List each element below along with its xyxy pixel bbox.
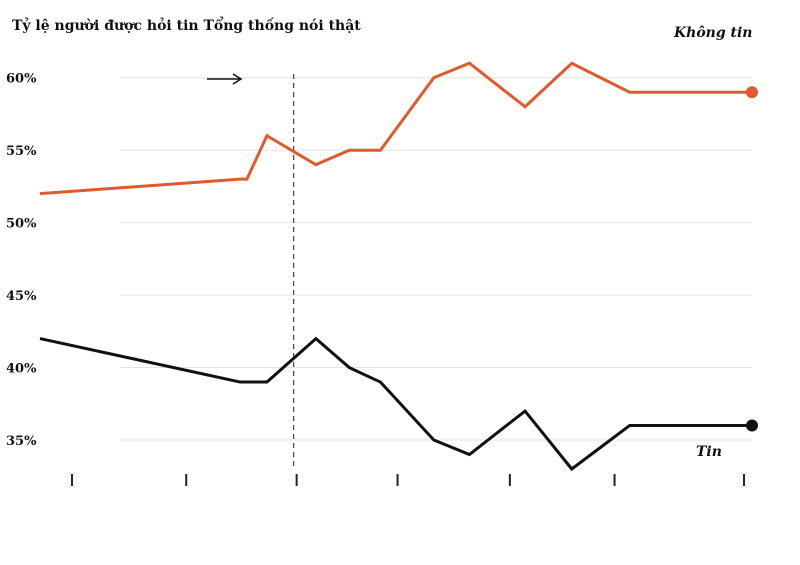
series-label-tin: Tin	[696, 444, 722, 460]
arrow-right-icon	[207, 73, 243, 85]
series-line-0	[39, 61, 752, 196]
y-tick-label-40: 40%	[6, 362, 37, 377]
y-tick-label-35: 35%	[6, 434, 37, 449]
series-line-1	[39, 336, 752, 472]
y-tick-label-45: 45%	[6, 289, 37, 304]
series-end-point-1	[746, 419, 758, 432]
series-end-point-0	[746, 86, 758, 99]
y-tick-label-50: 50%	[6, 217, 37, 232]
series-lines	[39, 61, 758, 472]
chart-title: Tỷ lệ người được hỏi tin Tổng thống nói …	[12, 16, 361, 34]
gridlines	[120, 77, 752, 441]
y-tick-label-55: 55%	[6, 144, 37, 159]
y-axis-labels: 35% 40% 45% 50% 55% 60%	[6, 72, 37, 449]
x-axis-ticks	[71, 474, 745, 486]
series-label-khong-tin: Không tin	[673, 25, 753, 41]
y-tick-label-60: 60%	[6, 72, 37, 87]
